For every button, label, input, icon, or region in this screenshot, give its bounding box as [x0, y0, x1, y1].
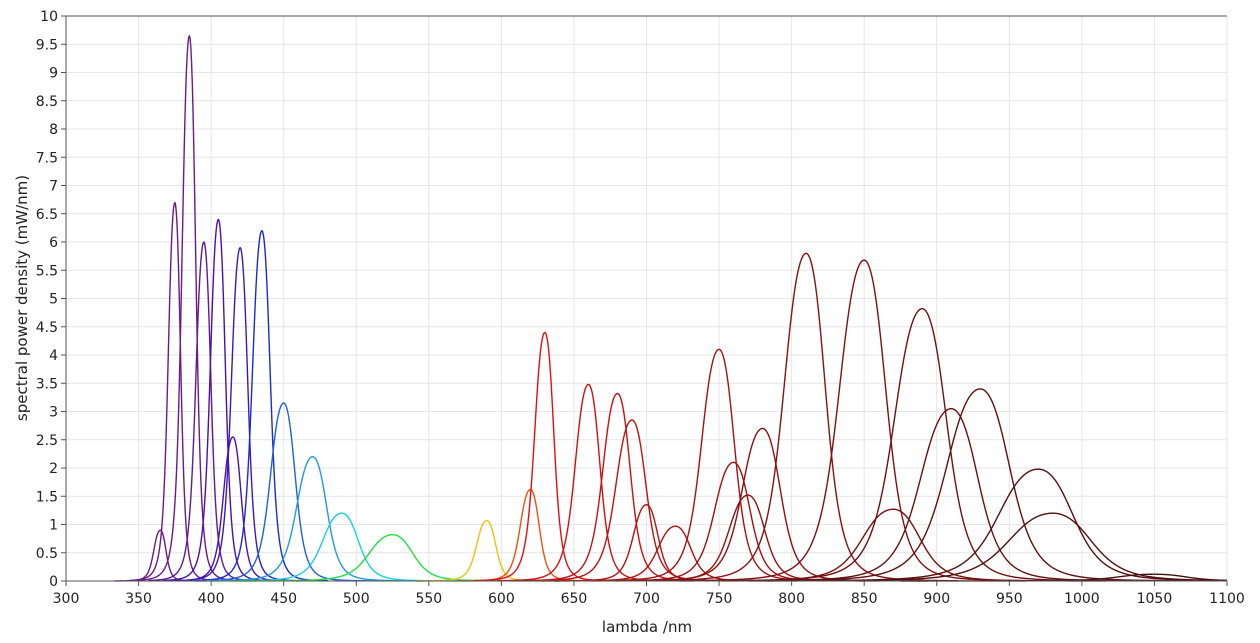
y-axis-label: spectral power density (mW/nm)	[13, 175, 31, 421]
x-tick-label: 550	[415, 591, 442, 607]
y-tick-label: 2	[49, 461, 58, 477]
x-tick-label: 850	[851, 591, 878, 607]
y-tick-label: 1.5	[36, 489, 58, 505]
y-tick-label: 7	[49, 179, 58, 195]
series-405nm	[162, 218, 275, 582]
y-tick-label: 9.5	[36, 37, 58, 53]
series-980nm	[748, 512, 1228, 582]
series-450nm	[192, 402, 376, 582]
y-tick-label: 6	[49, 235, 58, 251]
series-760nm	[601, 461, 866, 582]
y-tick-label: 8.5	[36, 94, 58, 110]
x-tick-label: 350	[125, 591, 152, 607]
y-tick-label: 5	[49, 292, 58, 308]
y-tick-label: 3	[49, 405, 58, 421]
y-tick-label: 4	[49, 348, 58, 364]
x-tick-label: 700	[633, 591, 660, 607]
x-tick-label: 500	[343, 591, 370, 607]
y-tick-label: 0.5	[36, 546, 58, 562]
y-axis-ticks: 0 0.5 1 1.5 2 2.5 3 3.5 4 4.5 5 5.5 6 6.5 7 7.5 8 8.5 9 9.5…	[36, 9, 66, 590]
series-lines	[114, 35, 1228, 582]
series-930nm	[746, 388, 1214, 582]
y-tick-label: 9	[49, 66, 58, 82]
y-tick-label: 3.5	[36, 376, 58, 392]
y-tick-label: 4.5	[36, 320, 58, 336]
y-tick-label: 10	[40, 9, 58, 25]
y-tick-label: 5.5	[36, 263, 58, 279]
x-axis-ticks: 300 350 400 450 500 550 600 650 700 750 800 850 900 9…	[53, 581, 1245, 607]
x-tick-label: 650	[561, 591, 588, 607]
x-tick-label: 450	[270, 591, 297, 607]
series-435nm	[195, 230, 328, 582]
grid-lines	[65, 15, 1228, 582]
x-tick-label: 400	[198, 591, 225, 607]
x-tick-label: 1050	[1137, 591, 1173, 607]
y-tick-label: 6.5	[36, 207, 58, 223]
y-tick-label: 2.5	[36, 433, 58, 449]
series-910nm	[737, 407, 1165, 582]
x-tick-label: 300	[53, 591, 80, 607]
y-tick-label: 1	[49, 518, 58, 534]
x-tick-label: 800	[778, 591, 805, 607]
x-tick-label: 750	[706, 591, 733, 607]
y-tick-label: 0	[49, 574, 58, 590]
x-axis-label: lambda /nm	[602, 618, 692, 636]
y-tick-label: 8	[49, 122, 58, 138]
series-385nm	[138, 35, 241, 582]
y-tick-label: 7.5	[36, 150, 58, 166]
series-415nm	[166, 436, 299, 582]
x-tick-label: 950	[996, 591, 1023, 607]
x-tick-label: 600	[488, 591, 515, 607]
series-770nm	[616, 494, 881, 582]
series-660nm	[497, 383, 680, 582]
series-810nm	[653, 252, 959, 582]
series-590nm	[415, 519, 558, 582]
series-890nm	[729, 307, 1116, 582]
x-tick-label: 1100	[1209, 591, 1245, 607]
x-tick-label: 900	[923, 591, 950, 607]
series-420nm	[179, 246, 302, 582]
x-tick-label: 1000	[1064, 591, 1100, 607]
